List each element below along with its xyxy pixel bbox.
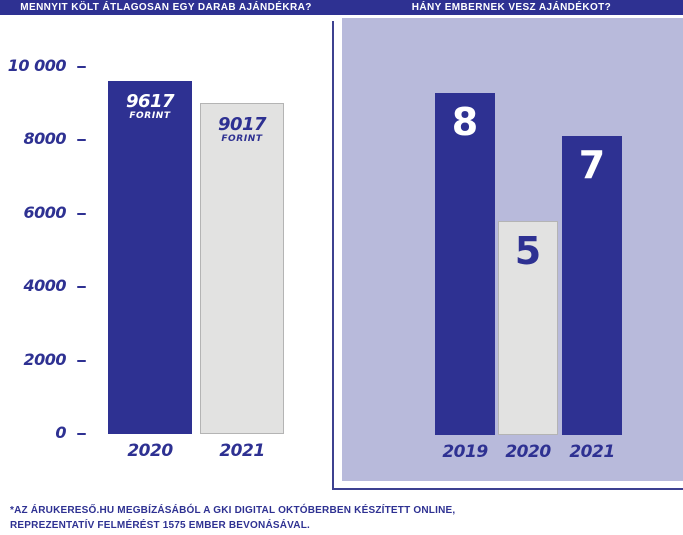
y-axis-tick-mark <box>77 433 86 435</box>
header-bar: MENNYIT KÖLT ÁTLAGOSAN EGY DARAB AJÁNDÉK… <box>0 0 683 15</box>
y-axis-tick-label: 0 <box>55 423 66 442</box>
bar-2020: 9617 FORINT <box>108 81 192 434</box>
y-axis-tick-mark <box>77 212 86 215</box>
bar-value-label: 9017 <box>217 114 267 135</box>
y-axis-tick-label: 10 000 <box>7 56 67 75</box>
y-axis-tick-mark <box>77 66 86 68</box>
footnote-line-2: REPREZENTATÍV FELMÉRÉST 1575 EMBER BEVON… <box>10 520 310 531</box>
x-axis-label-2020: 2020 <box>505 442 551 462</box>
footnote: *AZ ÁRUKERESŐ.HU MEGBÍZÁSÁBÓL A GKI DIGI… <box>10 503 570 533</box>
bar-unit-label: FORINT <box>129 111 171 121</box>
footnote-line-1: *AZ ÁRUKERESŐ.HU MEGBÍZÁSÁBÓL A GKI DIGI… <box>10 505 456 516</box>
left-chart-title: MENNYIT KÖLT ÁTLAGOSAN EGY DARAB AJÁNDÉK… <box>20 2 312 13</box>
x-axis-label-2021: 2021 <box>219 441 265 461</box>
right-chart-x-axis-line <box>332 488 683 490</box>
bar-value-label: 9617 <box>125 91 175 112</box>
bar-value-label: 5 <box>514 229 542 273</box>
x-axis-label-2019: 2019 <box>442 442 488 462</box>
y-axis-tick-mark <box>77 139 86 142</box>
bar-2020: 5 <box>498 221 558 435</box>
bar-2021: 9017 FORINT <box>200 103 284 434</box>
bar-value-label: 8 <box>451 100 479 144</box>
bar-unit-label: FORINT <box>221 134 263 144</box>
y-axis-tick-label: 4000 <box>23 276 66 296</box>
y-axis-tick-label: 8000 <box>23 129 66 149</box>
y-axis-tick-mark <box>77 359 86 362</box>
bar-value-label: 7 <box>578 143 606 187</box>
x-axis-label-2021: 2021 <box>569 442 615 462</box>
x-axis-label-2020: 2020 <box>127 441 173 461</box>
right-chart-y-axis-line <box>332 21 334 490</box>
bar-2019: 8 <box>435 93 495 435</box>
y-axis-tick-mark <box>77 286 86 289</box>
bar-2021: 7 <box>562 136 622 435</box>
y-axis-tick-label: 2000 <box>23 349 66 369</box>
y-axis-tick-label: 6000 <box>23 202 66 222</box>
right-chart-title: HÁNY EMBERNEK VESZ AJÁNDÉKOT? <box>411 2 612 13</box>
